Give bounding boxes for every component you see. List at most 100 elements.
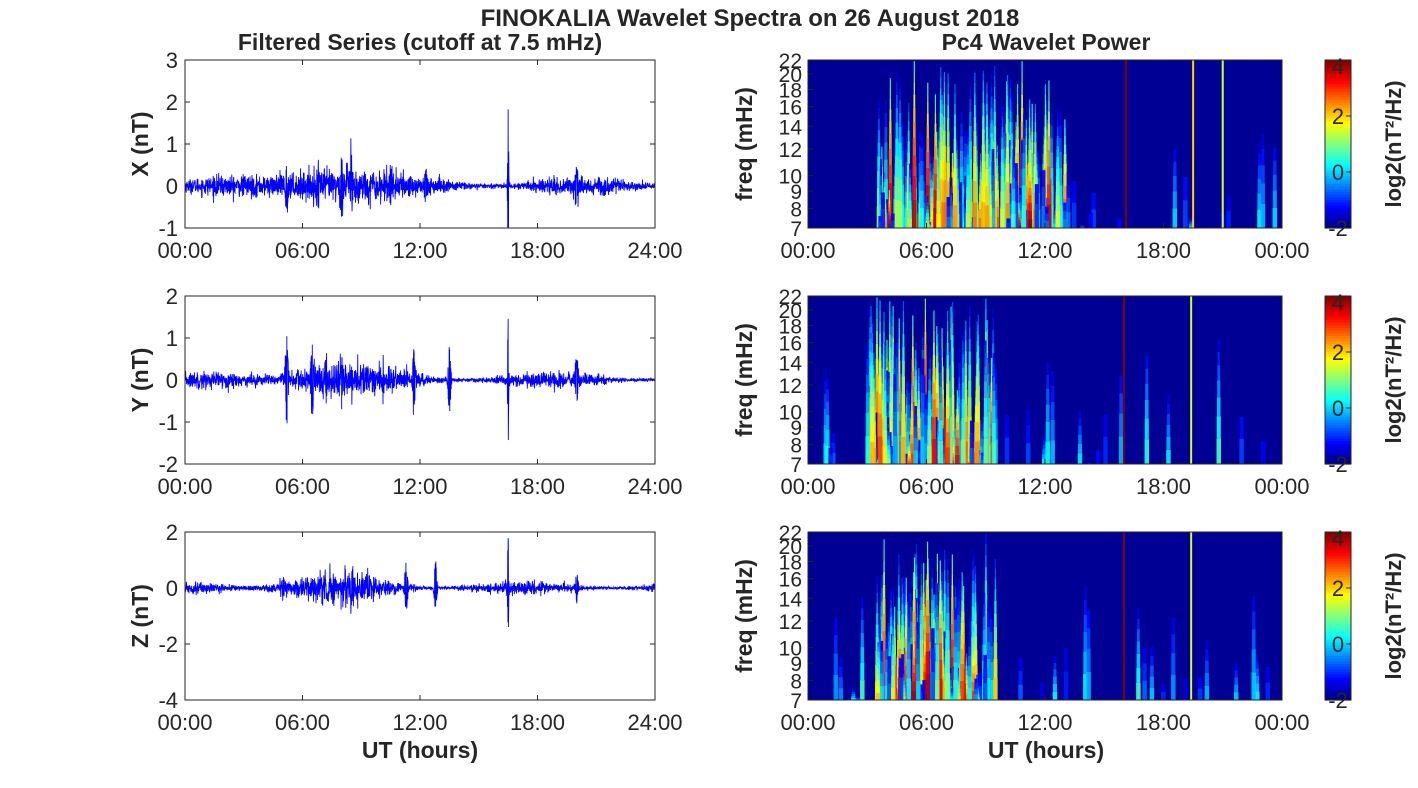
power-streak [908,170,911,178]
power-streak [826,378,829,390]
power-streak [895,357,899,374]
power-streak [991,442,996,464]
power-streak [909,581,912,594]
power-streak [1011,111,1013,123]
power-streak [915,554,918,565]
power-streak [937,424,939,429]
power-streak [1058,167,1063,186]
power-streak [881,146,883,154]
power-streak [984,185,990,206]
power-streak [937,131,940,140]
power-streak [923,374,927,393]
power-streak [889,322,891,335]
power-streak [913,557,916,567]
power-streak [959,680,965,700]
power-streak [928,206,933,217]
power-streak [923,572,925,583]
power-streak [951,574,954,586]
power-streak [924,308,926,320]
power-streak [1043,135,1045,145]
power-streak [1001,98,1003,107]
y-tick-label: 20 [779,300,802,323]
power-streak [888,190,890,194]
power-streak [967,458,970,460]
power-streak [978,209,983,219]
colorbar-band [1325,671,1351,675]
power-streak [967,416,972,439]
power-streak [903,453,908,459]
power-streak [898,677,904,700]
power-streak [890,608,892,618]
power-streak [1017,209,1020,213]
power-streak [911,681,916,691]
power-streak [993,678,998,700]
power-streak [937,157,940,167]
power-streak [973,162,977,182]
power-streak [1046,101,1049,111]
power-streak [992,364,995,378]
colorbar-label: log2(nT²/Hz) [1381,316,1406,443]
colorbar-band [1325,73,1351,77]
colorbar-band [1325,626,1351,630]
power-streak [1056,168,1060,182]
colorbar-band [1325,83,1351,87]
y-tick-label: 12 [779,611,802,634]
colorbar-band [1325,676,1351,680]
y-tick-label: 14 [779,116,803,139]
power-streak [985,533,987,545]
power-streak [882,614,886,632]
power-streak [1044,213,1049,221]
power-streak [1078,410,1082,418]
power-streak [945,649,950,673]
power-streak [1046,204,1052,228]
power-streak [828,447,833,456]
power-streak [908,438,910,442]
power-streak [989,618,993,632]
power-streak [872,387,876,399]
power-streak [878,627,880,633]
power-streak [986,339,988,351]
power-streak [950,624,954,640]
power-streak [893,373,897,392]
power-streak [937,592,939,601]
power-streak [973,104,976,118]
power-streak [1034,153,1037,166]
power-streak [996,158,999,166]
power-streak [991,161,995,176]
power-streak [1071,202,1077,228]
power-streak [915,544,918,555]
x-tick-label: 24:00 [627,238,682,263]
power-streak [958,376,960,384]
power-streak [971,606,975,621]
x-tick-label: 18:00 [510,238,565,263]
colorbar-band [1325,340,1351,344]
power-streak [1044,206,1049,214]
power-streak [937,333,939,343]
power-streak [918,394,923,415]
power-streak [921,375,925,394]
power-streak [929,223,932,225]
power-streak [1030,153,1034,166]
power-streak [924,319,927,332]
power-streak [956,631,961,652]
power-streak [973,580,976,595]
power-streak [981,161,986,181]
colorbar-band [1325,401,1351,405]
power-streak [897,597,900,611]
power-streak [928,225,933,227]
power-streak [889,109,892,122]
colorbar-tick-label: 0 [1332,396,1344,421]
power-streak [888,371,890,379]
power-streak [984,594,988,611]
power-streak [908,441,910,444]
power-streak [884,177,886,183]
power-streak [1091,193,1096,210]
power-streak [851,693,856,696]
power-streak [1051,385,1055,402]
power-streak [886,449,891,455]
power-streak [851,691,855,694]
series-line-z [184,538,656,627]
colorbar-band [1325,374,1351,378]
power-streak [1188,226,1194,228]
power-streak [974,688,979,695]
